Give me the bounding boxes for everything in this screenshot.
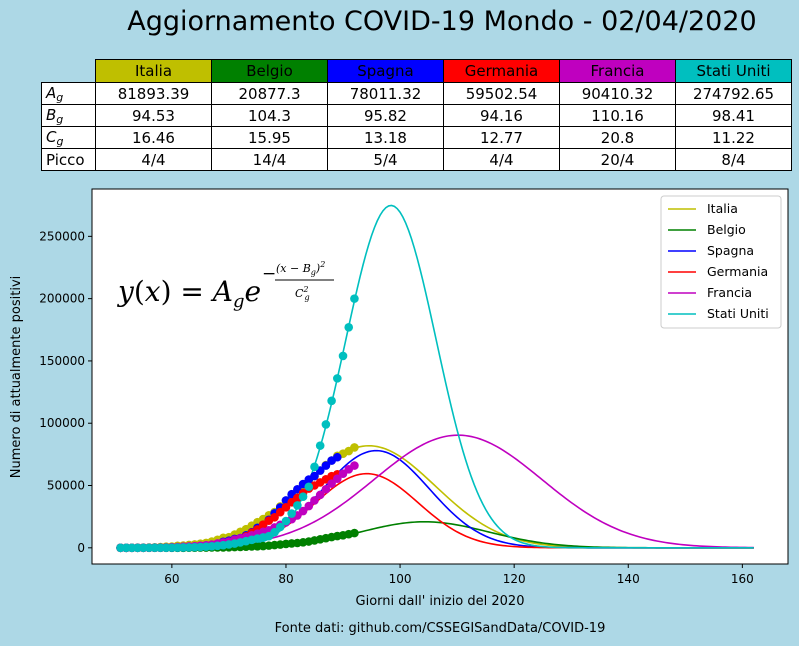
cell-picco-stati-uniti: 8/4 bbox=[675, 148, 792, 171]
x-tick-label-160: 160 bbox=[731, 572, 754, 586]
point-francia-36 bbox=[321, 484, 331, 494]
cell-b-spagna: 95.82 bbox=[327, 104, 444, 127]
y-axis-label: Numero di attualmente positivi bbox=[9, 276, 24, 478]
legend: Italia Belgio Spagna Germania Francia Stati U… bbox=[660, 195, 782, 329]
data-source: Fonte dati: github.com/CSSEGISandData/CO… bbox=[274, 621, 606, 636]
table-row-c: Cg 16.46 15.95 13.18 12.77 20.8 11.22 bbox=[41, 126, 792, 149]
table-row-picco: Picco 4/4 14/4 5/4 4/4 20/4 8/4 bbox=[41, 148, 792, 171]
cell-b-belgio: 104.3 bbox=[211, 104, 328, 127]
point-stati-uniti-39 bbox=[338, 351, 348, 361]
col-header-belgio: Belgio bbox=[211, 59, 328, 83]
point-francia-33 bbox=[304, 501, 314, 511]
cell-b-francia: 110.16 bbox=[559, 104, 676, 127]
formula-exponent-sign: − bbox=[262, 264, 276, 284]
cell-b-italia: 94.53 bbox=[95, 104, 212, 127]
row-label-picco: Picco bbox=[41, 148, 96, 171]
point-stati-uniti-29 bbox=[281, 516, 291, 526]
point-stati-uniti-36 bbox=[321, 420, 331, 429]
point-stati-uniti-38 bbox=[333, 374, 342, 383]
cell-c-germania: 12.77 bbox=[443, 126, 560, 149]
cell-a-stati-uniti: 274792.65 bbox=[675, 82, 792, 105]
x-tick-label-120: 120 bbox=[503, 572, 526, 586]
legend-label-germania: Germania bbox=[707, 264, 768, 279]
row-label-a: Ag bbox=[41, 82, 96, 105]
point-stati-uniti-41 bbox=[350, 294, 359, 303]
col-header-francia: Francia bbox=[559, 59, 676, 83]
point-stati-uniti-37 bbox=[327, 396, 336, 406]
x-tick-label-60: 60 bbox=[164, 572, 179, 586]
cell-picco-germania: 4/4 bbox=[443, 148, 560, 171]
point-stati-uniti-40 bbox=[344, 322, 354, 332]
point-germania-27 bbox=[270, 512, 279, 522]
parameters-table: Italia Belgio Spagna Germania Francia St… bbox=[41, 59, 792, 171]
point-spagna-36 bbox=[321, 461, 331, 470]
table-header-row: Italia Belgio Spagna Germania Francia St… bbox=[42, 59, 792, 83]
col-header-stati-uniti: Stati Uniti bbox=[675, 59, 792, 83]
point-spagna-38 bbox=[333, 452, 342, 462]
cell-c-spagna: 13.18 bbox=[327, 126, 444, 149]
cell-a-spagna: 78011.32 bbox=[327, 82, 444, 105]
legend-label-spagna: Spagna bbox=[707, 243, 754, 258]
point-francia-38 bbox=[333, 474, 342, 483]
legend-box bbox=[660, 195, 782, 329]
legend-label-italia: Italia bbox=[707, 201, 738, 216]
chart-title: Aggiornamento COVID-19 Mondo - 02/04/202… bbox=[127, 6, 757, 37]
formula: y(x) = Age bbox=[116, 275, 261, 312]
point-stati-uniti-33 bbox=[304, 482, 314, 492]
cell-c-francia: 20.8 bbox=[559, 126, 676, 149]
legend-label-stati-uniti: Stati Uniti bbox=[707, 306, 769, 321]
table-row-a: Ag 81893.39 20877.3 78011.32 59502.54 90… bbox=[41, 82, 792, 105]
cell-a-belgio: 20877.3 bbox=[211, 82, 328, 105]
point-francia-32 bbox=[298, 506, 308, 516]
cell-a-italia: 81893.39 bbox=[95, 82, 212, 105]
point-stati-uniti-28 bbox=[275, 522, 285, 532]
point-stati-uniti-32 bbox=[298, 492, 308, 502]
cell-b-stati-uniti: 98.41 bbox=[675, 104, 792, 127]
y-tick-label-150000: 150000 bbox=[39, 354, 85, 368]
point-stati-uniti-35 bbox=[315, 441, 325, 450]
point-francia-37 bbox=[327, 479, 336, 488]
y-tick-label-100000: 100000 bbox=[39, 416, 85, 430]
y-tick-label-200000: 200000 bbox=[39, 292, 85, 306]
col-header-germania: Germania bbox=[443, 59, 560, 83]
y-tick-label-0: 0 bbox=[77, 541, 85, 555]
cell-c-stati-uniti: 11.22 bbox=[675, 126, 792, 149]
point-francia-34 bbox=[310, 496, 319, 505]
y-tick-label-250000: 250000 bbox=[39, 229, 85, 243]
point-francia-35 bbox=[315, 490, 325, 500]
formula-exponent-numerator: (x − Bg)2 bbox=[276, 260, 325, 277]
y-tick-label-50000: 50000 bbox=[47, 479, 85, 493]
point-stati-uniti-34 bbox=[310, 462, 319, 472]
point-spagna-34 bbox=[310, 471, 319, 481]
x-tick-label-140: 140 bbox=[617, 572, 640, 586]
point-stati-uniti-31 bbox=[293, 501, 302, 510]
col-header-spagna: Spagna bbox=[327, 59, 444, 83]
cell-a-germania: 59502.54 bbox=[443, 82, 560, 105]
legend-label-belgio: Belgio bbox=[707, 222, 746, 237]
point-stati-uniti-27 bbox=[270, 527, 279, 537]
cell-picco-francia: 20/4 bbox=[559, 148, 676, 171]
point-francia-41 bbox=[350, 461, 359, 470]
cell-c-belgio: 15.95 bbox=[211, 126, 328, 149]
axes: 60 80 100 120 140 160 0 50000 100000 150000 200000… bbox=[39, 229, 754, 586]
x-axis-label: Giorni dall' inizio del 2020 bbox=[356, 594, 525, 609]
point-belgio-41 bbox=[350, 528, 359, 538]
observed-points bbox=[116, 294, 359, 553]
point-italia-41 bbox=[350, 443, 359, 452]
x-tick-label-80: 80 bbox=[278, 572, 293, 586]
point-germania-28 bbox=[275, 507, 285, 517]
x-tick-label-100: 100 bbox=[389, 572, 412, 586]
cell-picco-belgio: 14/4 bbox=[211, 148, 328, 171]
legend-label-francia: Francia bbox=[707, 285, 752, 300]
cell-picco-spagna: 5/4 bbox=[327, 148, 444, 171]
point-germania-29 bbox=[281, 503, 291, 512]
point-stati-uniti-30 bbox=[287, 509, 296, 518]
cell-a-francia: 90410.32 bbox=[559, 82, 676, 105]
formula-exponent-denominator: C2 g bbox=[295, 285, 310, 302]
